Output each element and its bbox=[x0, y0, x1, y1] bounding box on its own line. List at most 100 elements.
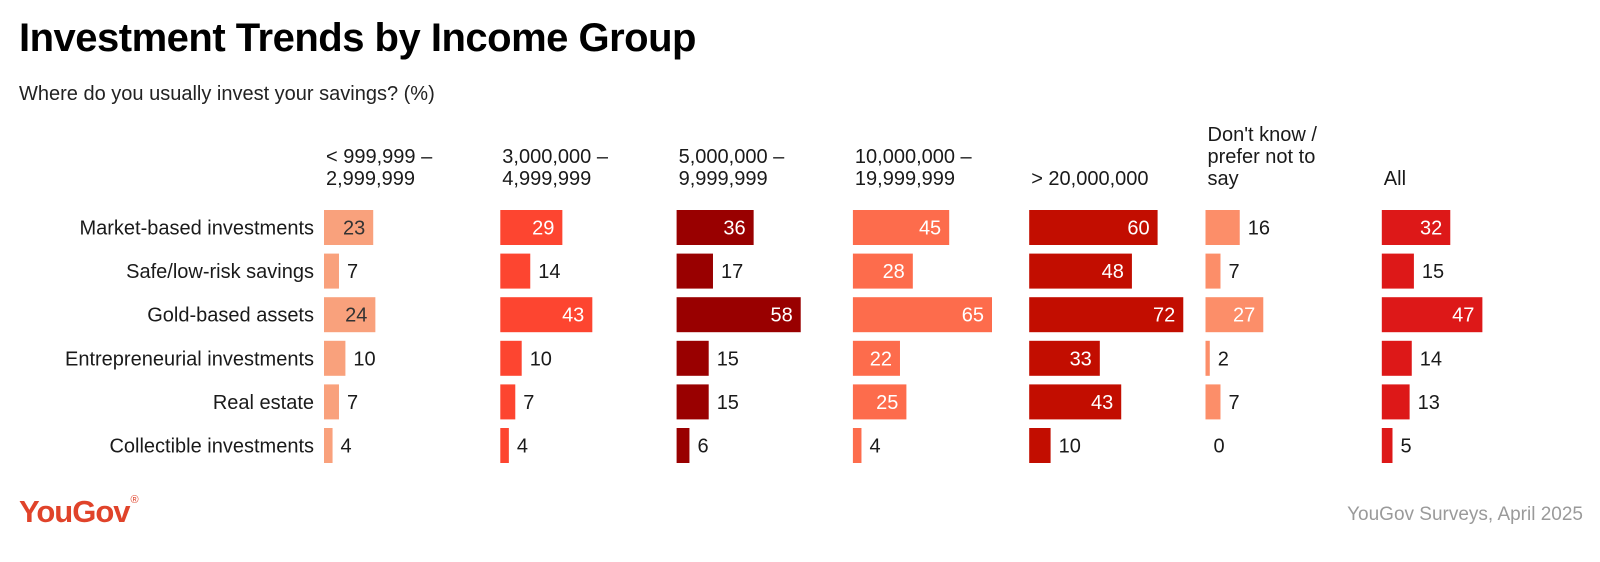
data-label: 65 bbox=[962, 305, 984, 327]
bar bbox=[1205, 340, 1210, 376]
bar bbox=[1029, 340, 1100, 376]
data-label: 5 bbox=[1401, 436, 1412, 458]
series-header-line: 3,000,000 – bbox=[502, 146, 609, 168]
bar bbox=[1381, 253, 1414, 289]
data-label: 10 bbox=[1059, 436, 1081, 458]
category-label: Safe/low-risk savings bbox=[126, 261, 314, 283]
bar bbox=[1381, 384, 1410, 420]
bar bbox=[500, 340, 522, 376]
data-label: 4 bbox=[341, 436, 352, 458]
category-label: Gold-based assets bbox=[147, 305, 314, 327]
data-label: 7 bbox=[523, 392, 534, 414]
bar bbox=[1205, 210, 1240, 245]
series-header-line: 2,999,999 bbox=[326, 168, 415, 190]
bar bbox=[676, 210, 754, 245]
series-header-line: Don't know / bbox=[1208, 124, 1318, 146]
logo-registered-mark: ® bbox=[130, 494, 139, 506]
bar bbox=[324, 297, 376, 333]
data-label: 17 bbox=[721, 261, 743, 283]
bar bbox=[500, 253, 531, 289]
bar bbox=[852, 384, 907, 420]
data-label: 15 bbox=[717, 392, 739, 414]
data-label: 45 bbox=[919, 218, 941, 240]
data-label: 6 bbox=[697, 436, 708, 458]
bar bbox=[1381, 340, 1412, 376]
series-header-line: 4,999,999 bbox=[502, 168, 591, 190]
bar bbox=[676, 428, 690, 463]
bar bbox=[676, 384, 709, 420]
category-label: Entrepreneurial investments bbox=[65, 348, 314, 370]
bar bbox=[852, 428, 862, 463]
series-header-line: > 20,000,000 bbox=[1031, 168, 1148, 190]
data-label: 7 bbox=[347, 392, 358, 414]
data-label: 24 bbox=[345, 305, 367, 327]
data-label: 22 bbox=[870, 348, 892, 370]
bar bbox=[1381, 428, 1393, 463]
bar bbox=[500, 297, 593, 333]
bar bbox=[676, 297, 801, 333]
bar bbox=[324, 210, 374, 245]
data-label: 47 bbox=[1452, 305, 1474, 327]
data-label: 16 bbox=[1248, 218, 1270, 240]
bar bbox=[1029, 428, 1051, 463]
series-header-line: 9,999,999 bbox=[679, 168, 768, 190]
chart-title: Investment Trends by Income Group bbox=[19, 16, 696, 60]
bar bbox=[324, 340, 346, 376]
data-label: 14 bbox=[1420, 348, 1442, 370]
data-label: 7 bbox=[1228, 261, 1239, 283]
bar bbox=[1205, 253, 1221, 289]
bar bbox=[852, 340, 900, 376]
bar bbox=[676, 340, 709, 376]
data-label: 48 bbox=[1102, 261, 1124, 283]
data-label: 15 bbox=[1422, 261, 1444, 283]
series-header-line: 5,000,000 – bbox=[679, 146, 786, 168]
bar bbox=[1029, 253, 1132, 289]
series-header-line: prefer not to bbox=[1208, 146, 1316, 168]
series-header-line: All bbox=[1384, 168, 1406, 190]
data-label: 2 bbox=[1218, 348, 1229, 370]
bar bbox=[324, 428, 333, 463]
series-header-line: say bbox=[1208, 168, 1239, 190]
data-label: 0 bbox=[1214, 436, 1225, 458]
bar bbox=[1381, 297, 1483, 333]
bar bbox=[676, 253, 713, 289]
series-header-line: 10,000,000 – bbox=[855, 146, 973, 168]
source-note: YouGov Surveys, April 2025 bbox=[1347, 504, 1583, 525]
bar bbox=[852, 210, 950, 245]
data-label: 72 bbox=[1153, 305, 1175, 327]
bar bbox=[500, 428, 509, 463]
data-label: 23 bbox=[343, 218, 365, 240]
data-label: 58 bbox=[770, 305, 792, 327]
data-label: 28 bbox=[883, 261, 905, 283]
bar bbox=[1029, 210, 1158, 245]
data-label: 27 bbox=[1233, 305, 1255, 327]
bar bbox=[324, 253, 339, 289]
data-label: 25 bbox=[876, 392, 898, 414]
bar bbox=[1029, 384, 1122, 420]
data-label: 7 bbox=[1228, 392, 1239, 414]
data-label: 33 bbox=[1070, 348, 1092, 370]
bar bbox=[1205, 384, 1221, 420]
category-label: Real estate bbox=[213, 392, 314, 414]
bar bbox=[500, 384, 516, 420]
category-label: Market-based investments bbox=[79, 218, 314, 240]
data-label: 32 bbox=[1420, 218, 1442, 240]
data-label: 4 bbox=[869, 436, 880, 458]
bar bbox=[852, 253, 913, 289]
data-label: 10 bbox=[353, 348, 375, 370]
data-label: 14 bbox=[538, 261, 560, 283]
chart-subtitle: Where do you usually invest your savings… bbox=[19, 83, 435, 105]
bar bbox=[324, 384, 339, 420]
bar bbox=[1029, 297, 1184, 333]
data-label: 15 bbox=[717, 348, 739, 370]
bar bbox=[1205, 297, 1264, 333]
data-label: 29 bbox=[532, 218, 554, 240]
bar bbox=[1381, 210, 1451, 245]
data-label: 43 bbox=[562, 305, 584, 327]
data-label: 13 bbox=[1418, 392, 1440, 414]
bar bbox=[852, 297, 992, 333]
data-label: 36 bbox=[723, 218, 745, 240]
data-label: 10 bbox=[530, 348, 552, 370]
yougov-logo: YouGov® bbox=[19, 494, 139, 530]
